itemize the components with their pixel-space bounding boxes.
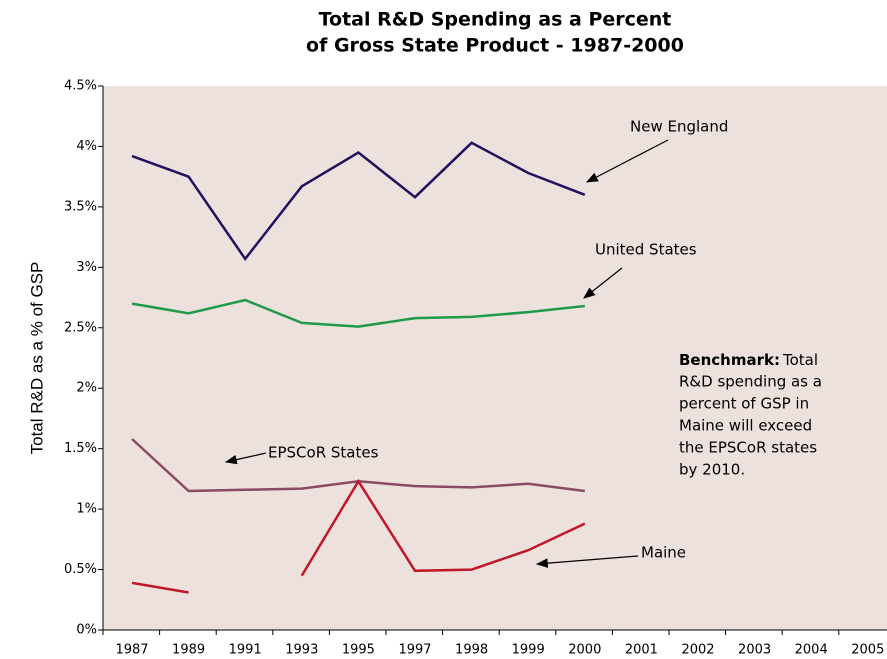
arrow <box>224 452 267 465</box>
arrow <box>585 139 669 183</box>
x-tick-label: 1998 <box>455 643 488 658</box>
y-tick-label: 2% <box>76 381 97 396</box>
x-tick-label: 2005 <box>851 643 884 658</box>
series-label: New England <box>630 118 728 136</box>
benchmark-line: Total <box>782 351 818 369</box>
benchmark-label: Benchmark: <box>679 351 780 369</box>
x-tick-label: 1989 <box>172 643 205 658</box>
x-tick-label: 1995 <box>342 643 375 658</box>
y-tick-label: 1.5% <box>64 441 97 456</box>
y-tick-label: 0.5% <box>64 562 97 577</box>
y-tick-label: 4% <box>76 139 97 154</box>
plot-area <box>103 86 887 630</box>
benchmark-line: percent of GSP in <box>679 395 809 413</box>
x-tick-label: 2000 <box>568 643 601 658</box>
y-tick-label: 3.5% <box>64 199 97 214</box>
series-label: United States <box>595 241 697 259</box>
y-tick-label: 0% <box>76 623 97 638</box>
x-tick-label: 2001 <box>625 643 658 658</box>
series-line <box>131 581 189 594</box>
x-tick-label: 1987 <box>115 643 148 658</box>
series-label: EPSCoR States <box>268 444 379 462</box>
x-tick-label: 1997 <box>398 643 431 658</box>
x-tick-label: 1993 <box>285 643 318 658</box>
chart-title: of Gross State Product - 1987-2000 <box>306 35 684 57</box>
benchmark-line: the EPSCoR states <box>679 439 817 457</box>
x-tick-label: 1999 <box>512 643 545 658</box>
y-tick-label: 3% <box>76 260 97 275</box>
y-tick-label: 4.5% <box>64 79 97 94</box>
y-tick-label: 2.5% <box>64 320 97 335</box>
chart-title: Total R&D Spending as a Percent <box>319 9 672 31</box>
series-label: Maine <box>641 544 686 562</box>
benchmark-line: by 2010. <box>679 461 745 479</box>
benchmark-text: Benchmark: Total <box>679 351 818 369</box>
series-line <box>300 478 586 577</box>
series-line <box>131 298 585 328</box>
benchmark-line: R&D spending as a <box>679 373 822 391</box>
arrow <box>583 267 623 299</box>
x-tick-label: 2002 <box>681 643 714 658</box>
arrow <box>535 555 639 568</box>
x-tick-label: 2004 <box>795 643 828 658</box>
x-tick-label: 2003 <box>738 643 771 658</box>
y-axis-label: Total R&D as a % of GSP <box>27 262 46 455</box>
series-line <box>131 141 586 262</box>
x-tick-label: 1991 <box>229 643 262 658</box>
y-tick-label: 1% <box>76 502 97 517</box>
benchmark-line: Maine will exceed <box>679 417 812 435</box>
